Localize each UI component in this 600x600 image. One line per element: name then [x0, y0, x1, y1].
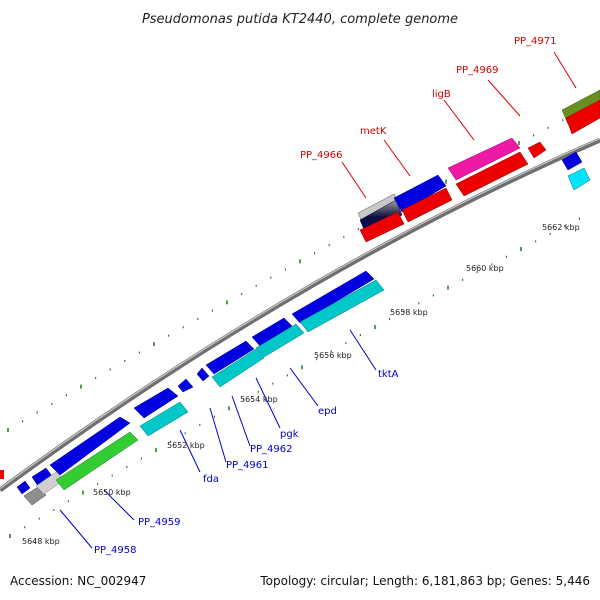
- gene-label-pp4969[interactable]: PP_4969: [456, 65, 499, 76]
- gene-metk[interactable]: [393, 174, 447, 213]
- tick-label-5660: 5660 kbp: [466, 264, 504, 273]
- gene-red-edge[interactable]: [0, 470, 4, 479]
- lower-leaders: [59, 329, 377, 549]
- gene-red-d[interactable]: [565, 99, 600, 135]
- gene-epd[interactable]: [251, 317, 293, 347]
- genome-backbone: [0, 137, 600, 493]
- gene-pp4961[interactable]: [133, 387, 179, 419]
- gene-label-pp4958[interactable]: PP_4958: [94, 545, 137, 556]
- gene-label-pp4962[interactable]: PP_4962: [250, 444, 293, 455]
- tick-label-5656: 5656 kbp: [314, 351, 352, 360]
- gene-cyan-a[interactable]: [139, 401, 189, 437]
- gene-label-tkta[interactable]: tktA: [378, 369, 399, 380]
- gene-label-ligb[interactable]: ligB: [432, 89, 451, 100]
- gene-label-pp4966[interactable]: PP_4966: [300, 150, 343, 161]
- gene-cyan-tkta[interactable]: [299, 279, 385, 333]
- tick-label-5662: 5662 kbp: [542, 223, 580, 232]
- genome-backbone-highlight: [0, 137, 600, 489]
- gene-cyan-b[interactable]: [211, 348, 265, 388]
- gene-ligb[interactable]: [447, 137, 521, 181]
- genome-stats-text: Topology: circular; Length: 6,181,863 bp…: [259, 574, 590, 588]
- upper-leaders: [341, 51, 577, 199]
- tick-label-5654: 5654 kbp: [240, 395, 278, 404]
- tick-label-5652: 5652 kbp: [167, 441, 205, 450]
- gene-label-fda[interactable]: fda: [203, 474, 219, 485]
- gene-green[interactable]: [55, 431, 139, 491]
- gene-label-metk[interactable]: metK: [360, 126, 387, 137]
- map-title: Pseudomonas putida KT2440, complete geno…: [142, 12, 458, 27]
- gene-red-a[interactable]: [359, 211, 405, 243]
- gene-pp4962-small[interactable]: [177, 378, 194, 393]
- gene-label-pp4961[interactable]: PP_4961: [226, 460, 269, 471]
- gene-fda[interactable]: [49, 416, 131, 476]
- gene-label-epd[interactable]: epd: [318, 406, 337, 417]
- gene-label-pp4971[interactable]: PP_4971: [514, 36, 557, 47]
- gene-tkta-upper[interactable]: [291, 270, 375, 324]
- tick-label-5648: 5648 kbp: [22, 537, 60, 546]
- gene-small-a[interactable]: [196, 367, 210, 382]
- gene-red-small[interactable]: [527, 141, 547, 159]
- gene-cyan-c[interactable]: [255, 323, 305, 358]
- gene-red-c[interactable]: [455, 151, 529, 197]
- gene-pgk[interactable]: [205, 340, 255, 375]
- tick-marks: [7, 111, 581, 538]
- gene-label-pgk[interactable]: pgk: [280, 429, 299, 440]
- gene-cyan-right[interactable]: [567, 167, 591, 191]
- gene-label-pp4959[interactable]: PP_4959: [138, 517, 181, 528]
- gene-blue-right[interactable]: [561, 151, 583, 171]
- tick-label-5658: 5658 kbp: [390, 308, 428, 317]
- accession-text: Accession: NC_002947: [10, 574, 146, 588]
- gene-grey-a[interactable]: [23, 486, 47, 506]
- gene-pp4958[interactable]: [16, 480, 31, 495]
- tick-label-5650: 5650 kbp: [93, 488, 131, 497]
- gene-red-b[interactable]: [401, 187, 453, 223]
